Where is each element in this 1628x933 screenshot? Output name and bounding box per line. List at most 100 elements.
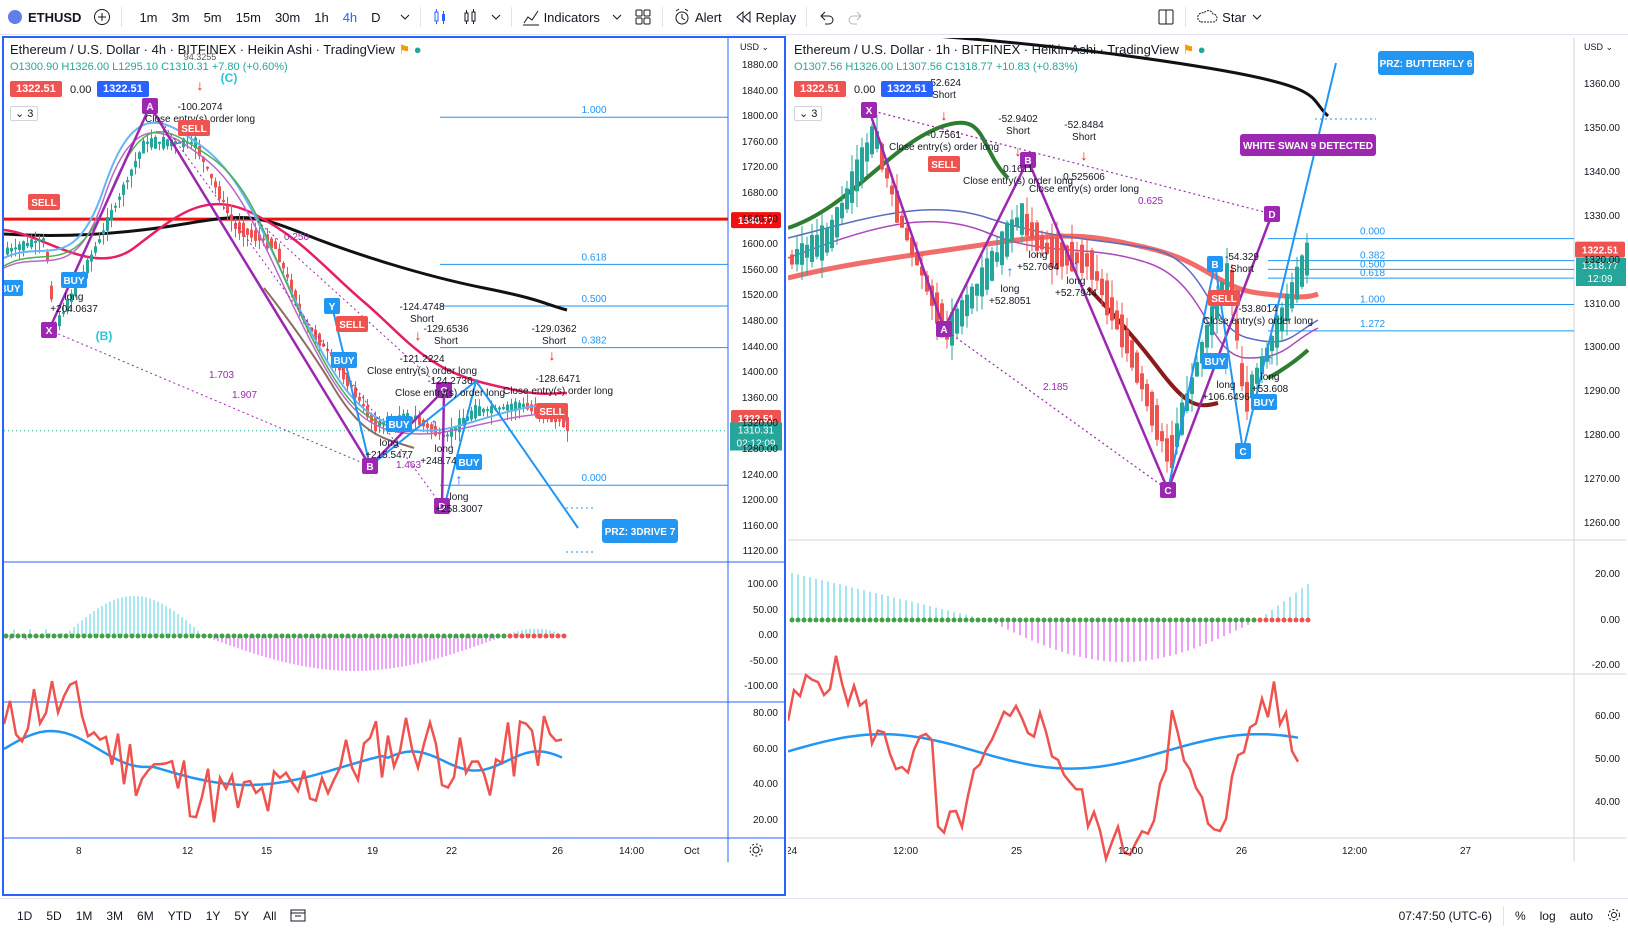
left-chart[interactable]: USD ⌄ 1.000 0.618 0.500 0.382 0.000 1640.77 132…	[4, 38, 784, 894]
osc-dot	[1264, 618, 1269, 623]
right-bid-badge[interactable]: 1322.51	[794, 81, 846, 97]
osc-dot	[160, 634, 165, 639]
settings-gear-icon[interactable]	[1600, 908, 1628, 925]
candle-body	[222, 200, 225, 202]
goto-date-icon[interactable]	[283, 908, 313, 925]
candle-body	[1100, 279, 1104, 295]
right-indicator-count[interactable]: ⌄ 3	[794, 106, 822, 121]
log-toggle[interactable]: log	[1533, 909, 1563, 923]
range-1D[interactable]: 1D	[10, 909, 39, 923]
left-price-axis[interactable]: 1880.00 1840.00 1800.00 1760.00 1720.00 1680.…	[728, 38, 784, 838]
percent-toggle[interactable]: %	[1508, 909, 1533, 923]
osc-dot	[346, 634, 351, 639]
trade-annotation: long	[1001, 284, 1020, 295]
osc-dot	[244, 634, 249, 639]
right-ask-badge[interactable]: 1322.51	[881, 81, 933, 97]
left-price-tick: 1640.00	[742, 214, 778, 225]
timeframe-D[interactable]: D	[364, 10, 387, 25]
bar-style-icon[interactable]	[455, 0, 485, 34]
range-1M[interactable]: 1M	[69, 909, 100, 923]
right-price-tick: 1290.00	[1584, 386, 1620, 397]
range-5Y[interactable]: 5Y	[227, 909, 256, 923]
star-button[interactable]: Star	[1190, 0, 1268, 34]
compare-add-icon[interactable]	[87, 0, 117, 34]
candle-body	[94, 246, 97, 252]
timeframe-3m[interactable]: 3m	[165, 10, 197, 25]
candle-body	[22, 241, 25, 250]
indicators-button[interactable]: Indicators	[516, 0, 606, 34]
osc-dot	[1192, 618, 1197, 623]
symbol-search[interactable]: ETHUSD	[0, 0, 87, 34]
range-5D[interactable]: 5D	[39, 909, 68, 923]
candle-body	[1005, 222, 1009, 256]
right-time-axis[interactable]: 24 12:00 25 12:00 26 12:00 27	[788, 842, 1574, 862]
left-osc-tick: 50.00	[753, 605, 778, 616]
replay-button[interactable]: Replay	[728, 0, 802, 34]
left-chart-canvas[interactable]: USD ⌄ 1.000 0.618 0.500 0.382 0.000 1640.77 132…	[4, 38, 784, 894]
osc-dot	[952, 618, 957, 623]
timeframe-5m[interactable]: 5m	[197, 10, 229, 25]
fib-label: 1.000	[1360, 295, 1385, 306]
candle-body	[446, 435, 449, 437]
candles-icon[interactable]	[425, 0, 455, 34]
range-group: 1D 5D 1M 3M 6M YTD 1Y 5Y All	[0, 909, 283, 923]
osc-dot	[1096, 618, 1101, 623]
left-ask-badge[interactable]: 1322.51	[97, 81, 149, 97]
osc-dot	[232, 634, 237, 639]
right-chart[interactable]: USD ⌄ 0.000 0.382 0.500 0.618 1.000 1.272 1322.…	[788, 38, 1626, 894]
left-osc-tick: -50.00	[750, 656, 778, 667]
candle-body	[1000, 231, 1004, 265]
candle-body	[158, 142, 161, 144]
trade-annotation: -54.329	[1225, 252, 1259, 263]
candle-body	[850, 171, 854, 203]
right-price-axis[interactable]: 1360.00 1350.00 1340.00 1330.00 1320.00 1310.…	[1574, 38, 1626, 838]
templates-icon[interactable]	[628, 0, 658, 34]
left-indicator-count[interactable]: ⌄ 3	[10, 106, 38, 121]
osc-dot	[922, 618, 927, 623]
range-3M[interactable]: 3M	[99, 909, 130, 923]
timeframe-15m[interactable]: 15m	[229, 10, 268, 25]
range-YTD[interactable]: YTD	[161, 909, 199, 923]
osc-dot	[1288, 618, 1293, 623]
timeframe-4h[interactable]: 4h	[336, 10, 364, 25]
candle-body	[1140, 373, 1144, 389]
osc-dot	[520, 634, 525, 639]
candle-body	[58, 315, 61, 326]
left-price-tick: 1560.00	[742, 265, 778, 276]
alert-button[interactable]: Alert	[667, 0, 728, 34]
settings-gear-icon[interactable]	[748, 842, 764, 863]
timeframe-30m[interactable]: 30m	[268, 10, 307, 25]
osc-dot	[436, 634, 441, 639]
right-price-tick: 1320.00	[1584, 255, 1620, 266]
redo-icon[interactable]	[841, 0, 871, 34]
timeframe-dropdown-icon[interactable]	[394, 0, 416, 34]
osc-dot	[448, 634, 453, 639]
candle-body	[1040, 236, 1044, 250]
indicators-dropdown-icon[interactable]	[606, 0, 628, 34]
clock-label[interactable]: 07:47:50 (UTC-6)	[1392, 909, 1499, 923]
range-All[interactable]: All	[256, 909, 283, 923]
candle-body	[246, 229, 249, 235]
short-arrow: ↓	[941, 107, 948, 123]
trade-annotation: -124.2736	[427, 376, 472, 387]
undo-icon[interactable]	[811, 0, 841, 34]
range-1Y[interactable]: 1Y	[199, 909, 228, 923]
candle-body	[1290, 282, 1294, 308]
timeframe-1h[interactable]: 1h	[307, 10, 335, 25]
timeframe-1m[interactable]: 1m	[132, 10, 164, 25]
chart-style-dropdown-icon[interactable]	[485, 0, 507, 34]
auto-toggle[interactable]: auto	[1563, 909, 1600, 923]
range-6M[interactable]: 6M	[130, 909, 161, 923]
osc-dot	[1204, 618, 1209, 623]
indicators-icon	[522, 8, 540, 26]
osc-dot	[964, 618, 969, 623]
layout-icon[interactable]	[1151, 0, 1181, 34]
buy-signal: BUY	[1253, 398, 1274, 409]
ratio-label: 0.625	[1138, 196, 1163, 207]
prz-badge: PRZ: 3DRIVE 7	[605, 527, 676, 538]
osc-dot	[184, 634, 189, 639]
candle-body	[490, 406, 493, 413]
left-bid-badge[interactable]: 1322.51	[10, 81, 62, 97]
